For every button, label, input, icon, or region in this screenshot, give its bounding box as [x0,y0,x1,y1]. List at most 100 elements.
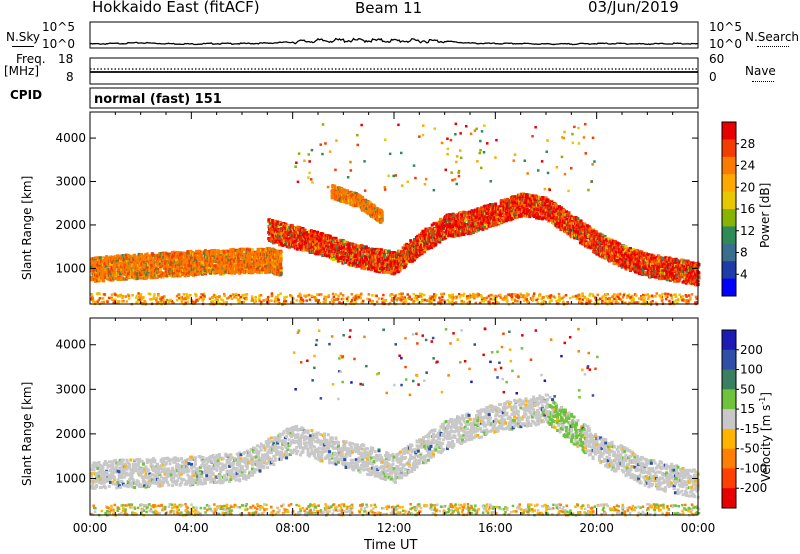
power-cell [446,299,450,302]
power-cell [91,271,95,275]
power-cell [382,268,385,272]
power-cell [173,251,177,255]
power-cell [328,246,332,250]
power-cell [372,258,376,262]
power-cell [371,294,374,297]
power-cell [640,298,643,301]
power-cell [604,296,608,300]
power-cell [235,266,238,270]
power-cell [127,297,131,300]
power-cell [268,222,272,226]
power-cell [390,271,394,275]
power-cell [674,295,678,299]
power-cell [177,272,181,276]
power-cell [121,270,125,274]
power-cell [311,248,314,252]
power-cell [578,301,582,305]
power-cell [400,295,404,298]
power-cell [629,296,632,299]
power-cell [279,268,283,272]
power-cell [658,294,661,297]
power-cell [650,294,654,297]
power-cell [242,300,246,304]
power-cell [211,300,214,303]
power-cell [360,266,364,270]
power-cell [172,301,175,305]
power-cell [336,249,340,253]
power-cell [428,300,432,303]
power-cell [270,294,274,297]
power-cell [384,298,388,302]
freq-tick-top: 18 [58,52,74,66]
power-cell [275,299,278,303]
power-cell [318,301,321,305]
power-cell [665,297,668,301]
power-cell [522,294,525,297]
power-cell [168,252,172,256]
power-cell [354,301,358,305]
power-cell [256,264,260,268]
power-cell [201,293,205,297]
power-cell [216,259,220,263]
power-cell [370,247,374,251]
power-cell [397,251,401,255]
power-cell [153,293,156,296]
power-cell [664,292,667,296]
power-cell [350,254,354,258]
power-cell [344,247,348,251]
power-cell [223,294,226,297]
power-cell [327,252,331,255]
power-cell [372,262,376,266]
power-cell [147,292,151,295]
power-cell [406,253,409,256]
power-cell [499,296,503,299]
power-cell [341,247,345,251]
power-cell [268,247,271,250]
power-cell [502,298,505,301]
power-cell [314,234,318,238]
power-cell [617,295,620,299]
power-cell [458,296,462,299]
power-cell [297,295,300,298]
power-cell [419,294,422,297]
power-cell [532,294,535,297]
power-cell [338,241,342,245]
power-cell [585,302,588,305]
power-cell [92,268,96,272]
power-cell [113,263,117,267]
power-cell [293,242,297,246]
power-cell [231,247,235,251]
power-cell [199,270,203,274]
power-cell [274,297,277,300]
power-cell [685,302,689,305]
power-cell [578,293,581,296]
power-cell [277,225,281,229]
power-cell [240,267,244,271]
power-cell [174,255,178,259]
power-cell [476,295,479,298]
power-cell [97,298,100,302]
power-cell [430,298,433,302]
power-cell [314,239,318,243]
power-cell [221,299,225,302]
power-cell [319,239,323,243]
power-cell [279,257,283,261]
power-cell [561,296,564,300]
power-cell [358,256,362,260]
power-cell [516,300,519,303]
power-cell [621,301,624,305]
power-cell [129,255,133,259]
power-cell [669,293,672,297]
power-cell [245,293,249,296]
power-cell [594,296,597,299]
power-cell [466,295,470,298]
power-cell [289,301,293,304]
power-cell [281,243,285,247]
power-cell [408,297,411,300]
power-cell [271,219,275,223]
power-cell [386,270,390,274]
power-cell [480,298,484,301]
power-cell [317,299,320,302]
power-cell [160,298,163,301]
power-cell [299,247,303,251]
